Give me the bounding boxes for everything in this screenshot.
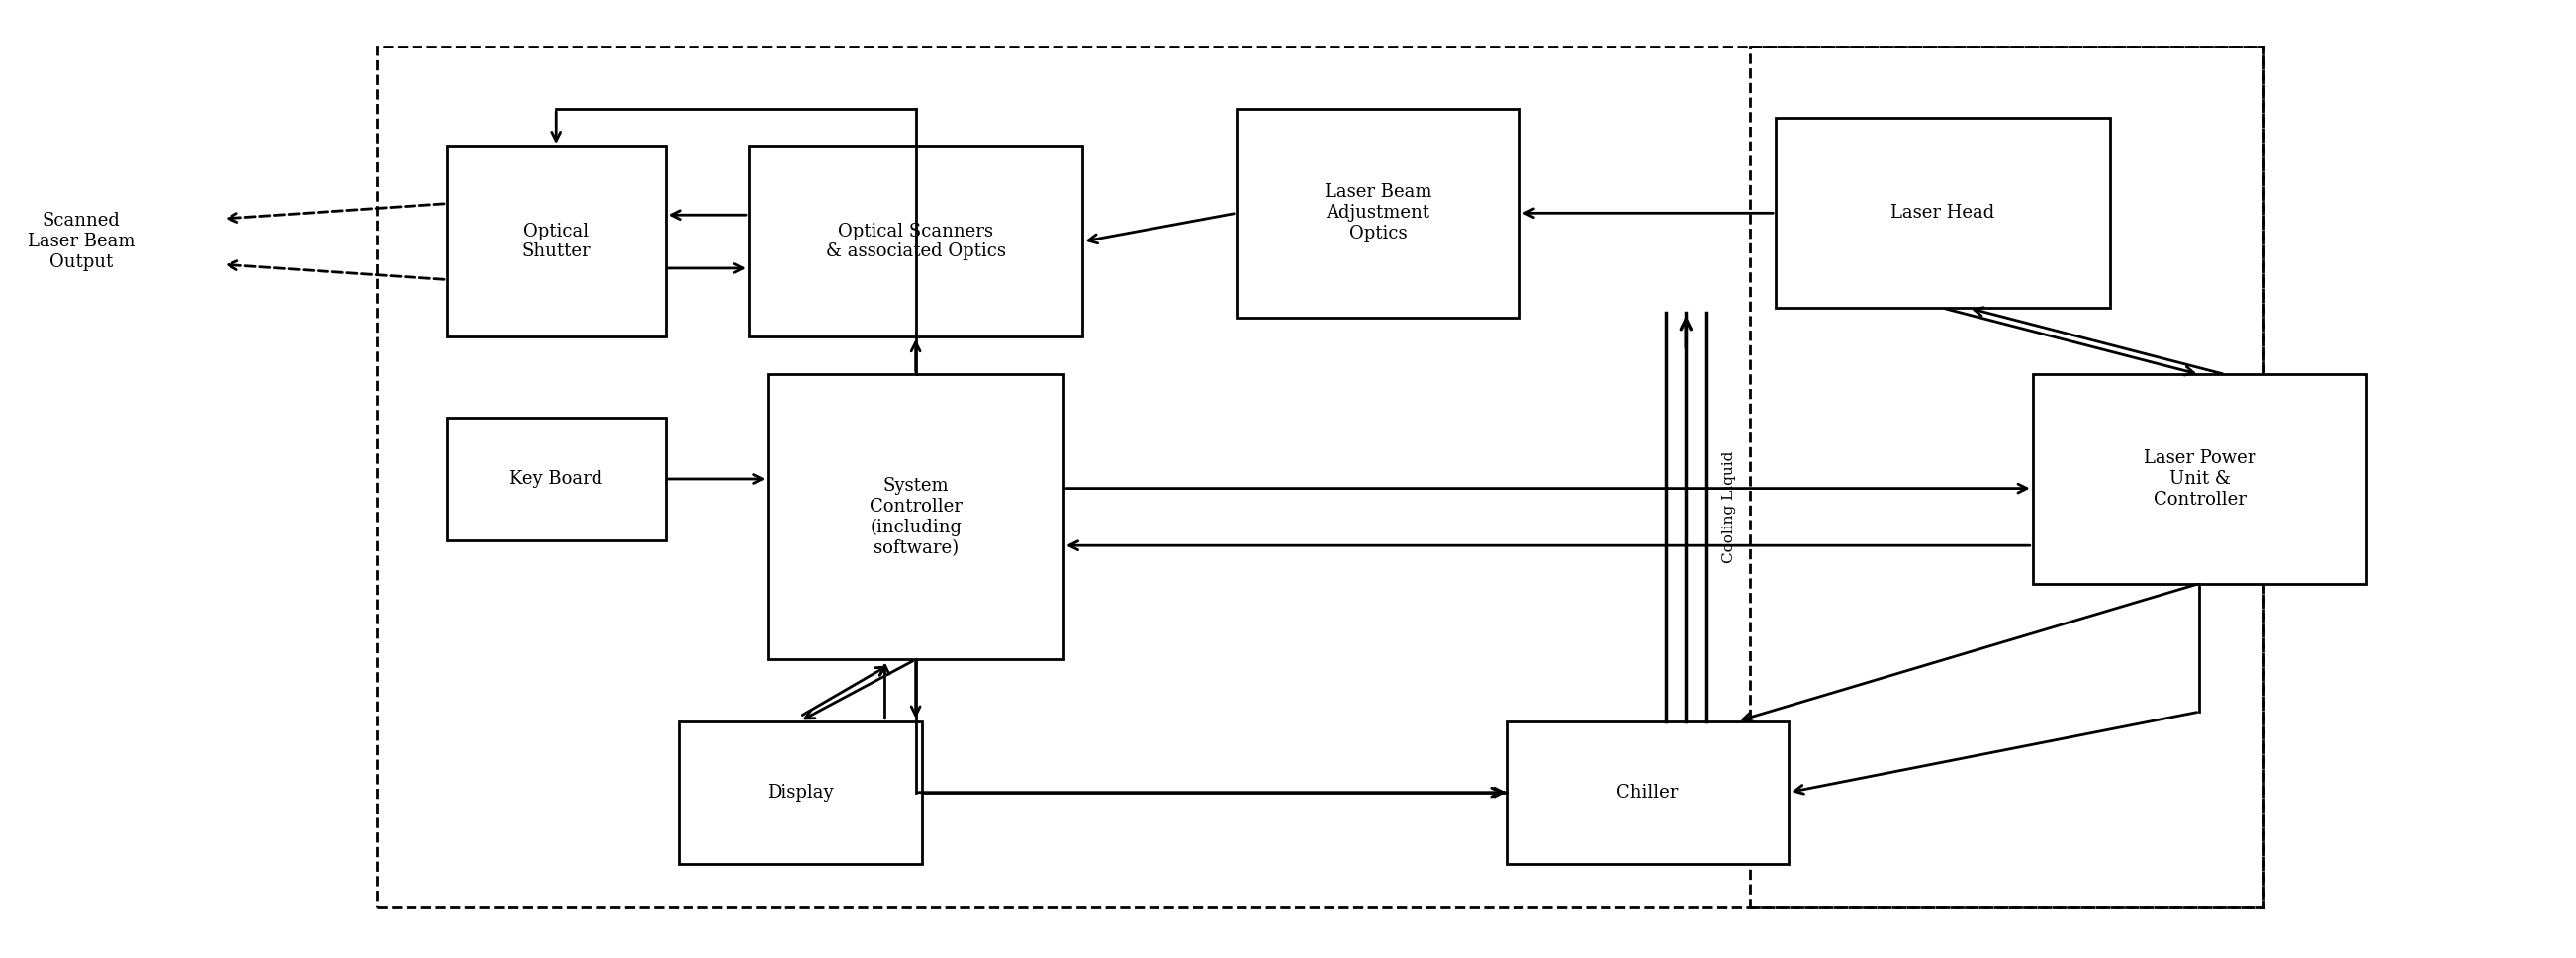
Bar [376,47,2264,906]
Bar [1507,721,1788,864]
Bar [1775,118,2110,308]
Bar [2032,375,2367,583]
Text: Optical Scanners
& associated Optics: Optical Scanners & associated Optics [827,222,1005,261]
Text: Cooling Liquid: Cooling Liquid [1723,451,1736,563]
Bar [750,147,1082,336]
Text: Chiller: Chiller [1618,784,1680,801]
Bar [1749,47,2264,906]
Bar [677,721,922,864]
Text: Laser Beam
Adjustment
Optics: Laser Beam Adjustment Optics [1324,184,1432,242]
Text: Optical
Shutter: Optical Shutter [523,222,590,261]
Bar [448,147,665,336]
Text: Laser Head: Laser Head [1891,204,1994,222]
Text: System
Controller
(including
software): System Controller (including software) [868,477,961,557]
Bar [768,375,1064,659]
Text: Display: Display [768,784,835,801]
Bar [448,418,665,540]
Text: Scanned
Laser Beam
Output: Scanned Laser Beam Output [28,212,134,271]
Text: Laser Power
Unit &
Controller: Laser Power Unit & Controller [2143,449,2257,509]
Text: Key Board: Key Board [510,470,603,488]
Bar [1236,108,1520,317]
